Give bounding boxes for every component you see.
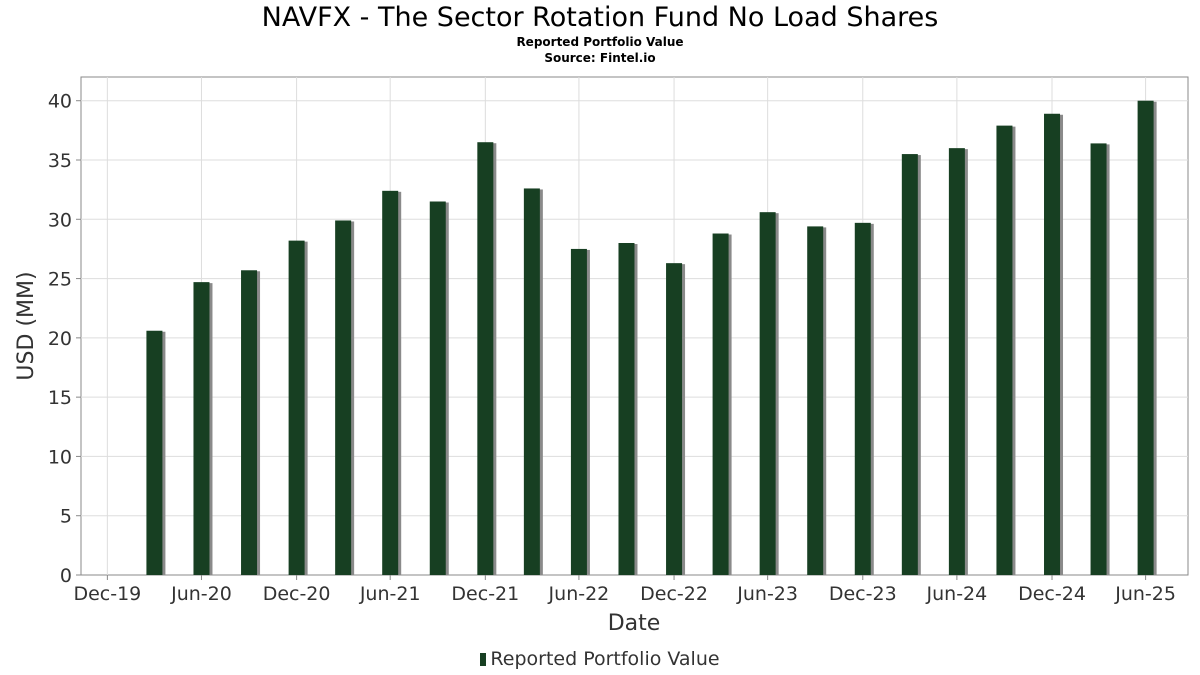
bar — [288, 240, 305, 575]
y-tick-label: 20 — [48, 328, 72, 350]
bar — [429, 201, 446, 575]
bar — [335, 220, 352, 575]
bar — [477, 142, 494, 575]
bar — [146, 330, 163, 575]
bar — [570, 248, 587, 575]
y-tick-label: 25 — [48, 269, 72, 291]
bar — [666, 263, 683, 575]
y-axis-label: USD (MM) — [14, 271, 39, 380]
bar — [1044, 113, 1061, 575]
y-tick-label: 40 — [48, 91, 72, 113]
x-tick-label: Dec-23 — [829, 583, 897, 605]
bar — [193, 282, 210, 575]
chart-source: Source: Fintel.io — [544, 51, 656, 65]
y-tick-label: 5 — [60, 506, 72, 528]
bar — [759, 212, 776, 575]
bar — [948, 148, 965, 575]
bars — [146, 100, 1157, 576]
bar — [382, 190, 399, 576]
bar — [854, 222, 871, 576]
bar — [807, 226, 824, 575]
x-tick-label: Jun-23 — [736, 583, 798, 605]
bar — [1137, 100, 1154, 575]
x-tick-label: Dec-24 — [1018, 583, 1086, 605]
x-tick-label: Dec-21 — [451, 583, 519, 605]
x-tick-label: Jun-25 — [1114, 583, 1176, 605]
x-tick-label: Jun-24 — [926, 583, 988, 605]
x-tick-label: Jun-21 — [359, 583, 421, 605]
y-tick-label: 30 — [48, 209, 72, 231]
x-tick-label: Jun-20 — [170, 583, 232, 605]
bar — [523, 188, 540, 575]
x-tick-label: Jun-22 — [548, 583, 610, 605]
legend-swatch — [480, 653, 487, 666]
chart-title: NAVFX - The Sector Rotation Fund No Load… — [261, 2, 939, 33]
x-tick-label: Dec-22 — [640, 583, 708, 605]
bar — [996, 125, 1013, 575]
y-tick-label: 15 — [48, 387, 72, 409]
bar — [901, 154, 918, 576]
bar — [241, 270, 258, 575]
chart-subtitle: Reported Portfolio Value — [516, 35, 684, 49]
x-tick-label: Dec-19 — [73, 583, 141, 605]
y-axis-ticks: 0 5 10 15 20 25 30 35 40 — [48, 91, 81, 587]
bar — [1090, 143, 1107, 575]
y-tick-label: 10 — [48, 446, 72, 468]
y-tick-label: 35 — [48, 150, 72, 172]
legend-label: Reported Portfolio Value — [490, 648, 720, 670]
legend: Reported Portfolio Value — [0, 648, 1200, 670]
x-axis-label: Date — [608, 611, 661, 636]
y-tick-label: 0 — [60, 565, 72, 587]
bar — [618, 243, 635, 575]
x-tick-label: Dec-20 — [263, 583, 331, 605]
bar — [712, 233, 729, 575]
x-axis-ticks: Dec-19 Jun-20 Dec-20 Jun-21 Dec-21 Jun-22 Dec-… — [73, 575, 1176, 605]
